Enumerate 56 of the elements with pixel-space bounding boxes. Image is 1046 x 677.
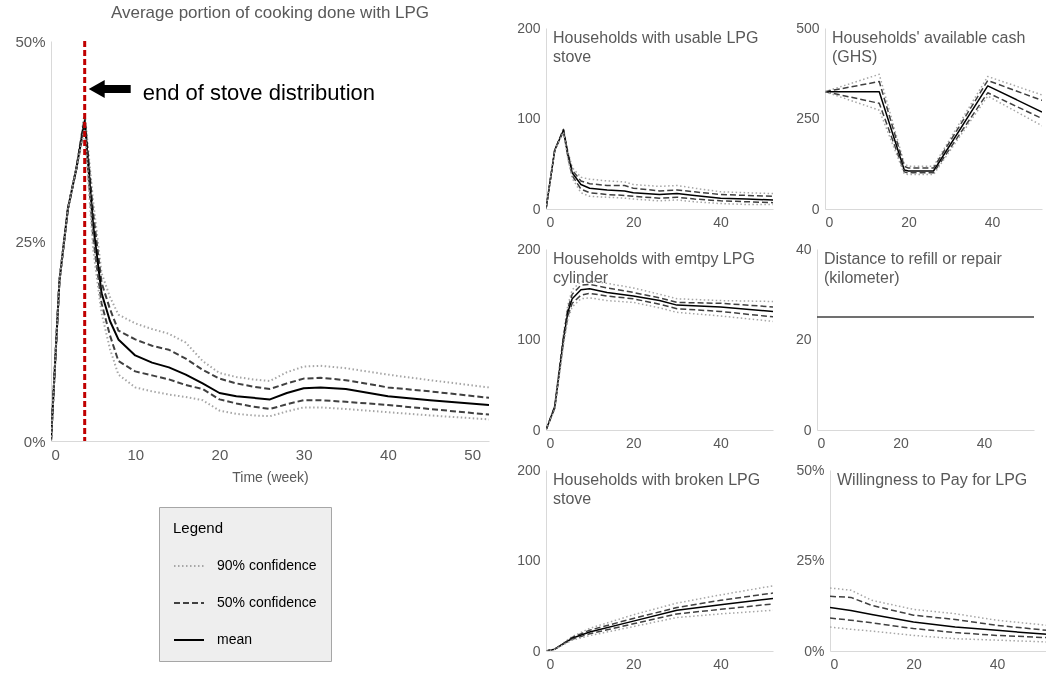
- text: Distance to refill or repair (kilometer): [824, 250, 1003, 286]
- y-tick-label: 200: [517, 461, 541, 478]
- y-tick-label: 200: [517, 19, 541, 36]
- x-tick-label: 0: [546, 655, 555, 672]
- y-tick-label: 0: [532, 421, 541, 438]
- x-tick-label: 20: [626, 655, 642, 672]
- y-tick-label: 40: [795, 240, 812, 257]
- legend-label: mean: [217, 631, 253, 647]
- y-tick-label: 0: [803, 421, 812, 438]
- y-tick-label: 250: [796, 110, 820, 126]
- x-tick-label: 20: [901, 213, 917, 230]
- x-tick-label: 40: [713, 434, 730, 451]
- y-tick-label: 500: [796, 19, 820, 36]
- y-tick-label: 0: [811, 200, 820, 217]
- x-tick-label: 40: [713, 655, 730, 672]
- x-tick-label: 20: [893, 434, 909, 451]
- y-tick-label: 50%: [15, 32, 46, 50]
- y-tick-label: 50%: [796, 461, 825, 478]
- x-tick-label: 0: [51, 445, 60, 463]
- x-tick-label: 40: [989, 655, 1006, 672]
- x-tick-label: 50: [464, 445, 481, 463]
- y-tick-label: 25%: [15, 232, 46, 250]
- chart-title: Willingness to Pay for LPG: [837, 471, 1028, 488]
- x-tick-label: 30: [295, 445, 313, 463]
- y-tick-label: 100: [517, 552, 541, 568]
- x-tick-label: 0: [830, 655, 839, 672]
- x-tick-label: 40: [713, 213, 730, 230]
- annotation: end of stove distribution: [142, 80, 376, 105]
- y-tick-label: 25%: [796, 552, 825, 568]
- legend-label: 90% confidence: [217, 557, 317, 573]
- chart-title: Average portion of cooking done with LPG: [110, 3, 430, 22]
- y-tick-label: 20: [795, 331, 812, 347]
- y-tick-label: 100: [517, 110, 541, 126]
- x-tick-label: 10: [127, 445, 145, 463]
- x-tick-label: 0: [546, 213, 555, 230]
- x-tick-label: 0: [546, 434, 555, 451]
- legend-title: Legend: [173, 519, 224, 536]
- y-tick-label: 0: [532, 642, 541, 659]
- text: Households with broken LPG stove: [553, 471, 761, 507]
- text: Households with emtpy LPG cylinder: [553, 250, 755, 286]
- y-tick-label: 200: [517, 240, 541, 257]
- text: Households with usable LPG stove: [553, 29, 759, 65]
- x-tick-label: 40: [380, 445, 397, 463]
- y-tick-label: 0%: [23, 432, 46, 450]
- x-tick-label: 20: [906, 655, 922, 672]
- legend-label: 50% confidence: [217, 594, 317, 610]
- x-tick-label: 40: [976, 434, 993, 451]
- x-tick-label: 20: [626, 434, 642, 451]
- y-tick-label: 100: [517, 331, 541, 347]
- x-tick-label: 20: [211, 445, 229, 463]
- y-tick-label: 0%: [804, 642, 825, 659]
- x-axis-title: Time (week): [232, 468, 309, 485]
- text: Households' available cash (GHS): [832, 29, 1026, 65]
- y-tick-label: 0: [532, 200, 541, 217]
- x-tick-label: 40: [984, 213, 1001, 230]
- x-tick-label: 20: [626, 213, 642, 230]
